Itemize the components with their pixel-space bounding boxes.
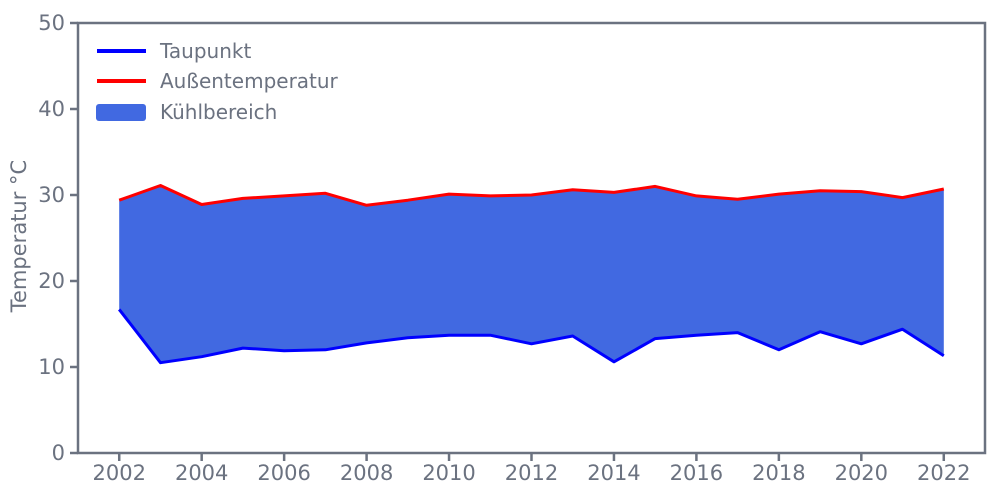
- y-axis-label: Temperatur °C: [7, 160, 31, 313]
- x-tick-label: 2022: [917, 461, 970, 485]
- axes: 0 10 20 30 40 50 2002 2004 2006 2008 2010 2012 2014 2…: [38, 11, 987, 485]
- x-tick-label: 2008: [340, 461, 393, 485]
- y-tick-label: 30: [38, 183, 65, 207]
- x-tick-label: 2018: [752, 461, 805, 485]
- x-tick-label: 2012: [505, 461, 558, 485]
- legend-kuehlbereich-label: Kühlbereich: [160, 100, 277, 124]
- legend-kuehlbereich-patch-swatch: [96, 104, 146, 121]
- legend-taupunkt-label: Taupunkt: [159, 39, 251, 63]
- y-tick-label: 50: [38, 11, 65, 35]
- kuehlbereich-fill-polygon: [119, 185, 944, 363]
- x-tick-label: 2010: [422, 461, 475, 485]
- auentemperatur-line: [118, 184, 945, 207]
- x-tick-label: 2002: [93, 461, 146, 485]
- x-tick-label: 2004: [175, 461, 228, 485]
- x-tick-label: 2016: [670, 461, 723, 485]
- y-tick-label: 20: [38, 269, 65, 293]
- kuehlbereich-area: [119, 185, 944, 363]
- x-tick-label: 2006: [257, 461, 310, 485]
- taupunkt-line: [118, 308, 945, 365]
- y-tick-label: 40: [38, 97, 65, 121]
- legend-aussentemperatur-label: Außentemperatur: [160, 69, 339, 93]
- y-tick-label: 0: [52, 441, 65, 465]
- series-lines: [118, 184, 945, 365]
- y-tick-label: 10: [38, 355, 65, 379]
- x-tick-label: 2020: [835, 461, 888, 485]
- legend: Taupunkt Außentemperatur Kühlbereich: [96, 39, 339, 124]
- x-tick-label: 2014: [587, 461, 640, 485]
